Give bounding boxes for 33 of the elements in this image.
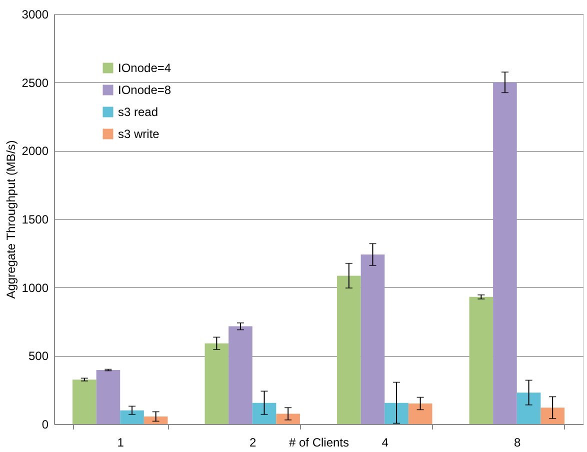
y-tick-label: 2000: [22, 144, 49, 158]
x-tick-label: 1: [117, 436, 124, 450]
bar: [493, 82, 517, 424]
x-tick-label: 2: [250, 436, 257, 450]
bar: [228, 326, 252, 424]
bar: [360, 254, 385, 424]
y-tick-label: 3000: [22, 8, 49, 22]
y-tick-label: 1000: [22, 280, 49, 295]
bar: [516, 392, 541, 424]
bar: [120, 410, 144, 424]
y-tick-label: 2500: [22, 76, 49, 90]
bar: [144, 416, 168, 424]
bar: [72, 380, 96, 424]
y-axis-title: Aggregate Throughput (MB/s): [4, 140, 18, 299]
bar: [384, 402, 408, 424]
bar: [276, 414, 300, 424]
legend-label: IOnode=4: [118, 61, 172, 75]
y-tick-label: 1500: [22, 212, 49, 226]
x-axis-title: # of Clients: [288, 436, 350, 450]
y-tick-label: 0: [42, 418, 49, 432]
bar: [337, 276, 361, 424]
bar: [204, 343, 229, 424]
legend-label: IOnode=8: [118, 83, 172, 97]
bar: [469, 296, 494, 424]
bar: [96, 370, 120, 424]
legend-label: s3 write: [118, 127, 160, 141]
y-tick-label: 500: [28, 349, 49, 364]
bar: [408, 404, 432, 424]
legend-label: s3 read: [118, 105, 158, 119]
x-tick-label: 8: [514, 436, 522, 450]
bar: [540, 408, 564, 424]
x-tick-label: 4: [382, 436, 389, 450]
bar: [252, 402, 276, 424]
